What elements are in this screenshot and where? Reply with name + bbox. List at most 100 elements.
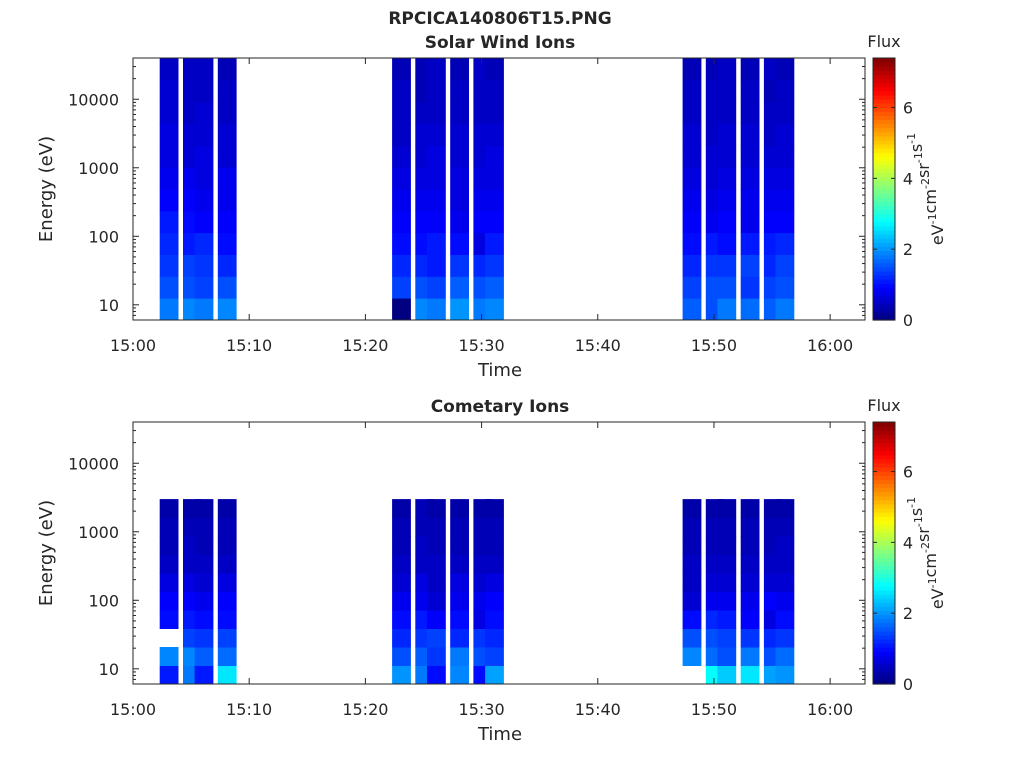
colorbar-segment — [873, 74, 895, 80]
heatmap-cell — [217, 167, 237, 190]
heatmap-cell — [217, 499, 237, 519]
heatmap-cell — [450, 536, 469, 556]
panel-title: Solar Wind Ions — [425, 33, 576, 53]
heatmap-cell — [682, 647, 702, 666]
heatmap-cell — [217, 210, 237, 234]
heatmap-cell — [159, 210, 179, 234]
heatmap-cell — [392, 58, 411, 81]
x-tick-label: 15:00 — [110, 336, 156, 355]
colorbar-segment — [873, 262, 895, 268]
heatmap-cell — [392, 145, 411, 168]
heatmap-cell — [194, 58, 214, 81]
heatmap-cell — [740, 298, 760, 321]
colorbar-segment — [873, 610, 895, 615]
heatmap-cell — [485, 665, 504, 685]
colorbar-segment — [873, 98, 895, 104]
colorbar-segment — [873, 258, 895, 264]
colorbar-segment — [873, 450, 895, 456]
heatmap-cell — [194, 232, 214, 255]
colorbar-segment — [873, 569, 895, 575]
heatmap-cell — [485, 647, 504, 666]
heatmap-cell — [427, 298, 446, 321]
x-axis-label: Time — [477, 724, 522, 745]
colorbar-segment — [873, 229, 895, 235]
heatmap-cell — [717, 628, 737, 648]
colorbar-segment — [873, 143, 895, 149]
heatmap-cell — [427, 554, 446, 574]
colorbar-segment — [873, 495, 895, 501]
unit-base: eV — [928, 224, 947, 245]
heatmap-cell — [485, 591, 504, 611]
colorbar-tick-label: 6 — [903, 99, 913, 118]
colorbar-frame — [872, 421, 896, 685]
colorbar-segment — [873, 184, 895, 190]
heatmap-cell — [194, 123, 214, 146]
unit-exponent: -1 — [905, 497, 918, 508]
heatmap-cell — [427, 210, 446, 234]
solar-wind-panel: Solar Wind Ions 15:00 15:10 15:20 15:30 15:4… — [36, 32, 947, 381]
colorbar-segment — [873, 667, 895, 673]
heatmap-cell — [485, 554, 504, 574]
plot-frame — [132, 57, 866, 321]
colorbar-segment — [873, 503, 895, 509]
heatmap-cell — [682, 167, 702, 190]
heatmap-cell — [682, 276, 702, 299]
heatmap-cell — [682, 573, 702, 592]
x-tick-label: 15:00 — [110, 700, 156, 719]
heatmap-cell — [485, 536, 504, 556]
heatmap-cell — [775, 145, 795, 168]
colorbar-segment — [873, 156, 895, 161]
colorbar-segment — [873, 593, 895, 599]
heatmap-cell — [740, 628, 760, 648]
heatmap-cell — [392, 167, 411, 190]
colorbar-segment — [873, 66, 895, 71]
colorbar-segment — [873, 139, 895, 145]
heatmap-cell — [427, 276, 446, 299]
heatmap-cell — [427, 647, 446, 666]
heatmap-cell — [740, 554, 760, 574]
heatmap-cell — [427, 610, 446, 629]
y-axis-label: Energy (eV) — [36, 500, 57, 606]
heatmap-cell — [194, 517, 214, 537]
unit-base: eV — [928, 588, 947, 609]
heatmap-cell — [682, 536, 702, 556]
colorbar-tick-label: 0 — [903, 675, 913, 694]
colorbar-tick-label: 4 — [903, 533, 913, 552]
colorbar-segment — [873, 307, 895, 313]
colorbar-segment — [873, 78, 895, 84]
heatmap-cell — [392, 210, 411, 234]
heatmap-cell — [682, 79, 702, 103]
cometary-heatmap: 15:00 15:10 15:20 15:30 15:40 15:50 16:00 10 100… — [68, 421, 866, 719]
heatmap-cell — [485, 276, 504, 299]
heatmap-cell — [217, 101, 237, 124]
unit-base: cm — [921, 189, 940, 213]
heatmap-cell — [194, 665, 214, 685]
heatmap-cell — [159, 189, 179, 212]
colorbar-segment — [873, 135, 895, 141]
heatmap-cell — [450, 517, 469, 537]
heatmap-cell — [159, 517, 179, 537]
colorbar-segment — [873, 512, 895, 517]
heatmap-cell — [775, 591, 795, 611]
colorbar-segment — [873, 250, 895, 256]
colorbar-segment — [873, 123, 895, 129]
heatmap-cell — [159, 254, 179, 277]
heatmap-cell — [717, 298, 737, 321]
heatmap-cell — [159, 276, 179, 299]
colorbar-segment — [873, 638, 895, 644]
colorbar-segment — [873, 164, 895, 170]
heatmap-cell — [392, 254, 411, 277]
heatmap-cell — [392, 123, 411, 146]
heatmap-cell — [717, 145, 737, 168]
colorbar-segment — [873, 467, 895, 472]
heatmap-cell — [775, 536, 795, 556]
colorbar-segment — [873, 94, 895, 100]
heatmap-cell — [450, 189, 469, 212]
heatmap-cell — [775, 210, 795, 234]
heatmap-cell — [775, 167, 795, 190]
unit-exponent: -1 — [926, 577, 939, 588]
colorbar-segment — [873, 671, 895, 677]
heatmap-cell — [740, 591, 760, 611]
x-tick-label: 15:10 — [226, 700, 272, 719]
heatmap-cell — [217, 591, 237, 611]
